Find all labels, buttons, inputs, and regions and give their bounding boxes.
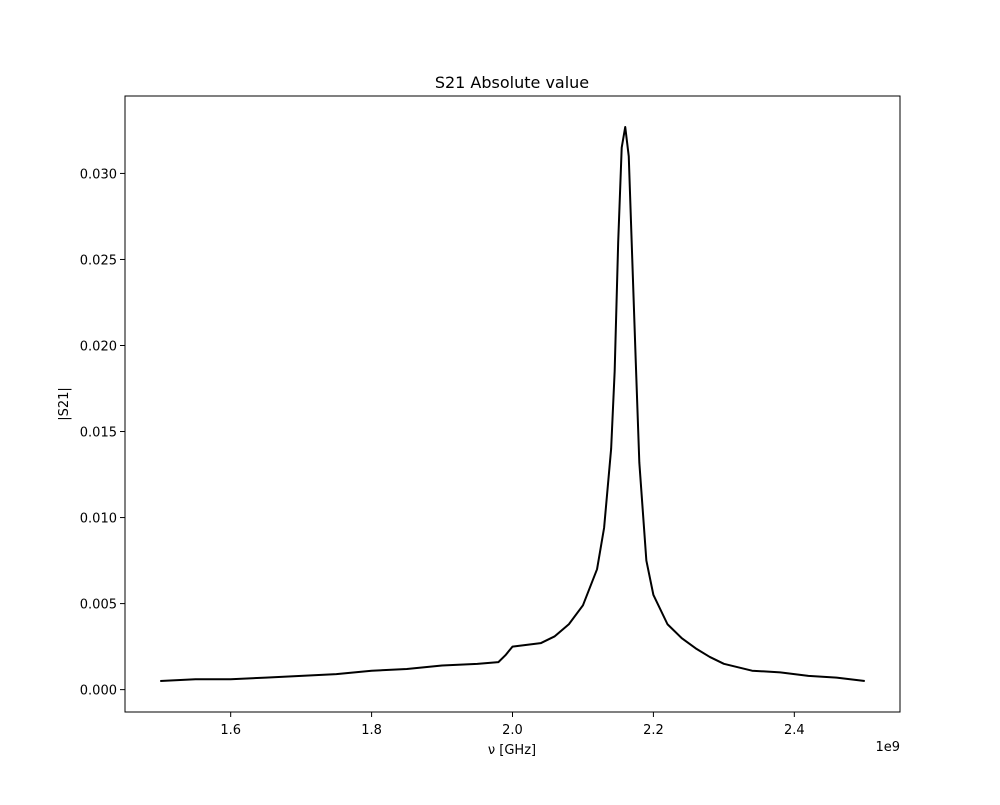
- x-tick-label: 1.6: [220, 723, 241, 738]
- x-axis-offset-label: 1e9: [875, 740, 900, 755]
- y-tick-label: 0.020: [80, 339, 117, 354]
- y-tick-label: 0.010: [80, 512, 117, 527]
- y-tick-label: 0.005: [80, 598, 117, 613]
- x-tick-label: 2.0: [502, 723, 523, 738]
- x-tick-label: 2.4: [784, 723, 805, 738]
- y-tick-label: 0.015: [80, 426, 117, 441]
- y-axis-label: |S21|: [57, 387, 72, 421]
- y-tick-label: 0.000: [80, 684, 117, 699]
- x-axis-ticks: 1.6 1.8 2.0 2.2 2.4: [220, 712, 805, 738]
- series-layer: [160, 125, 865, 683]
- chart-title: S21 Absolute value: [435, 73, 589, 92]
- y-tick-label: 0.025: [80, 253, 117, 268]
- plot-area-frame: [124, 95, 901, 713]
- x-tick-label: 2.2: [643, 723, 664, 738]
- y-axis-ticks: 0.000 0.005 0.010 0.015 0.020 0.025 0.030: [80, 167, 125, 699]
- x-axis-label: ν [GHz]: [488, 743, 536, 758]
- y-tick-label: 0.030: [80, 167, 117, 182]
- series-line: [160, 125, 865, 683]
- x-tick-label: 1.8: [361, 723, 382, 738]
